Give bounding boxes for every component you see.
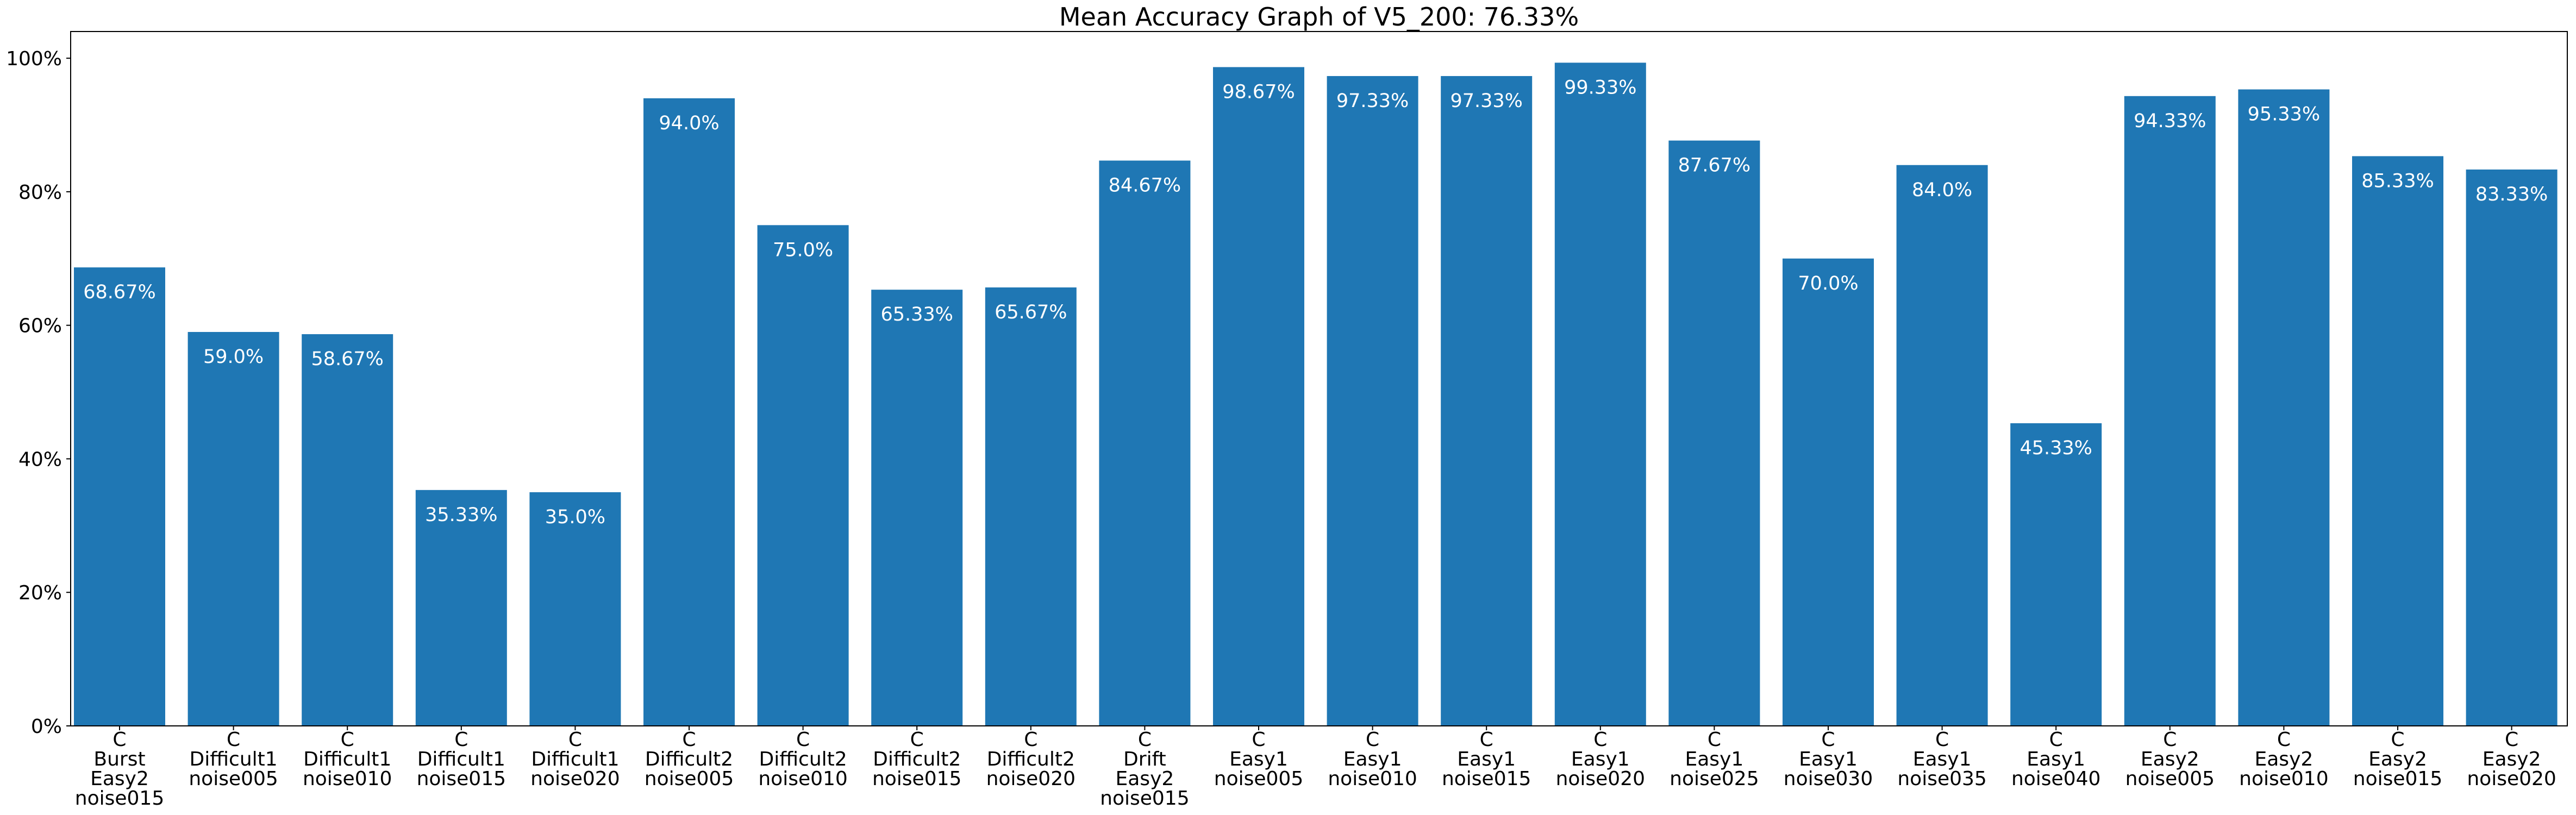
x-tick-label: C Difficult2 noise015	[872, 729, 961, 790]
x-tick-label: C Easy1 noise005	[1214, 729, 1303, 790]
data-label: 68.67%	[83, 281, 155, 303]
bar	[302, 334, 393, 726]
x-tick-label: C Easy1 noise030	[1784, 729, 1873, 790]
x-tick-label: C Difficult2 noise010	[758, 729, 847, 790]
y-tick-label: 40%	[18, 448, 62, 471]
bar	[2466, 170, 2558, 726]
x-tick-label: C Easy1 noise015	[1442, 729, 1531, 790]
x-tick-label: C Drift Easy2 noise015	[1100, 729, 1189, 810]
x-tick-label: C Easy1 noise035	[1897, 729, 1986, 790]
bar	[1896, 165, 1988, 726]
x-tick-label: C Difficult1 noise015	[417, 729, 506, 790]
data-label: 94.0%	[659, 112, 719, 134]
bar	[1668, 140, 1760, 726]
x-tick-label: C Easy1 noise010	[1328, 729, 1417, 790]
plot-frame	[70, 31, 2568, 726]
bars-layer	[74, 62, 2558, 726]
x-tick-label: C Easy2 noise015	[2353, 729, 2442, 790]
y-tick-label: 60%	[18, 315, 62, 337]
bar	[1783, 258, 1874, 726]
data-label: 75.0%	[773, 239, 833, 261]
x-tick-label: C Difficult1 noise020	[530, 729, 620, 790]
data-label: 98.67%	[1222, 81, 1295, 103]
data-label: 97.33%	[1336, 90, 1409, 112]
bar	[2124, 96, 2216, 726]
data-label: 87.67%	[1678, 155, 1750, 177]
y-axis: 0% 20% 40% 60% 80% 100%	[6, 48, 71, 738]
data-label: 59.0%	[203, 346, 264, 368]
data-label: 97.33%	[1450, 90, 1522, 112]
data-label: 84.0%	[1912, 179, 1972, 201]
bar	[1099, 160, 1191, 726]
bar	[529, 492, 621, 726]
data-label: 99.33%	[1564, 77, 1636, 98]
data-label: 95.33%	[2248, 104, 2320, 126]
data-label: 70.0%	[1798, 273, 1858, 294]
x-tick-label: C Burst Easy2 noise015	[75, 729, 164, 810]
x-tick-label: C Easy2 noise005	[2125, 729, 2215, 790]
data-label: 35.33%	[425, 504, 497, 526]
bar	[1554, 62, 1646, 726]
bar	[1441, 76, 1533, 726]
data-label: 83.33%	[2475, 184, 2548, 205]
x-tick-label: C Difficult2 noise005	[645, 729, 734, 790]
data-label: 58.67%	[311, 348, 383, 370]
bar	[415, 490, 507, 726]
x-tick-label: C Easy1 noise025	[1670, 729, 1759, 790]
x-axis: C Burst Easy2 noise015 C Difficult1 noise005 C D…	[75, 726, 2556, 810]
data-label: 94.33%	[2134, 110, 2206, 132]
chart-title: Mean Accuracy Graph of V5_200: 76.33%	[1059, 2, 1579, 32]
x-tick-label: C Easy1 noise020	[1556, 729, 1645, 790]
data-label: 65.33%	[880, 304, 953, 325]
x-tick-label: C Easy1 noise040	[2011, 729, 2100, 790]
bar	[643, 98, 735, 726]
bar	[871, 290, 963, 726]
bar	[1327, 76, 1418, 726]
data-label: 35.0%	[545, 506, 605, 528]
bar	[74, 267, 165, 726]
x-tick-label: C Difficult1 noise010	[303, 729, 392, 790]
data-label: 65.67%	[995, 302, 1067, 323]
bar	[985, 287, 1077, 726]
x-tick-label: C Easy2 noise020	[2467, 729, 2556, 790]
data-label: 85.33%	[2361, 170, 2434, 192]
y-tick-label: 80%	[18, 181, 62, 204]
x-tick-label: C Difficult2 noise020	[986, 729, 1076, 790]
bar	[2010, 423, 2102, 726]
x-tick-label: C Easy2 noise010	[2239, 729, 2328, 790]
x-tick-label: C Difficult1 noise005	[189, 729, 278, 790]
y-tick-label: 20%	[18, 582, 62, 604]
data-labels-layer: 68.67% 59.0% 58.67% 35.33% 35.0% 94.0% 75.0% 65…	[83, 77, 2548, 528]
data-label: 84.67%	[1109, 175, 1181, 197]
y-tick-label: 100%	[6, 48, 62, 70]
bar	[2352, 156, 2443, 726]
data-label: 45.33%	[2019, 437, 2092, 459]
bar	[2238, 89, 2330, 726]
bar	[187, 331, 279, 726]
bar	[1213, 67, 1304, 726]
bar	[757, 225, 849, 726]
y-tick-label: 0%	[31, 716, 62, 738]
